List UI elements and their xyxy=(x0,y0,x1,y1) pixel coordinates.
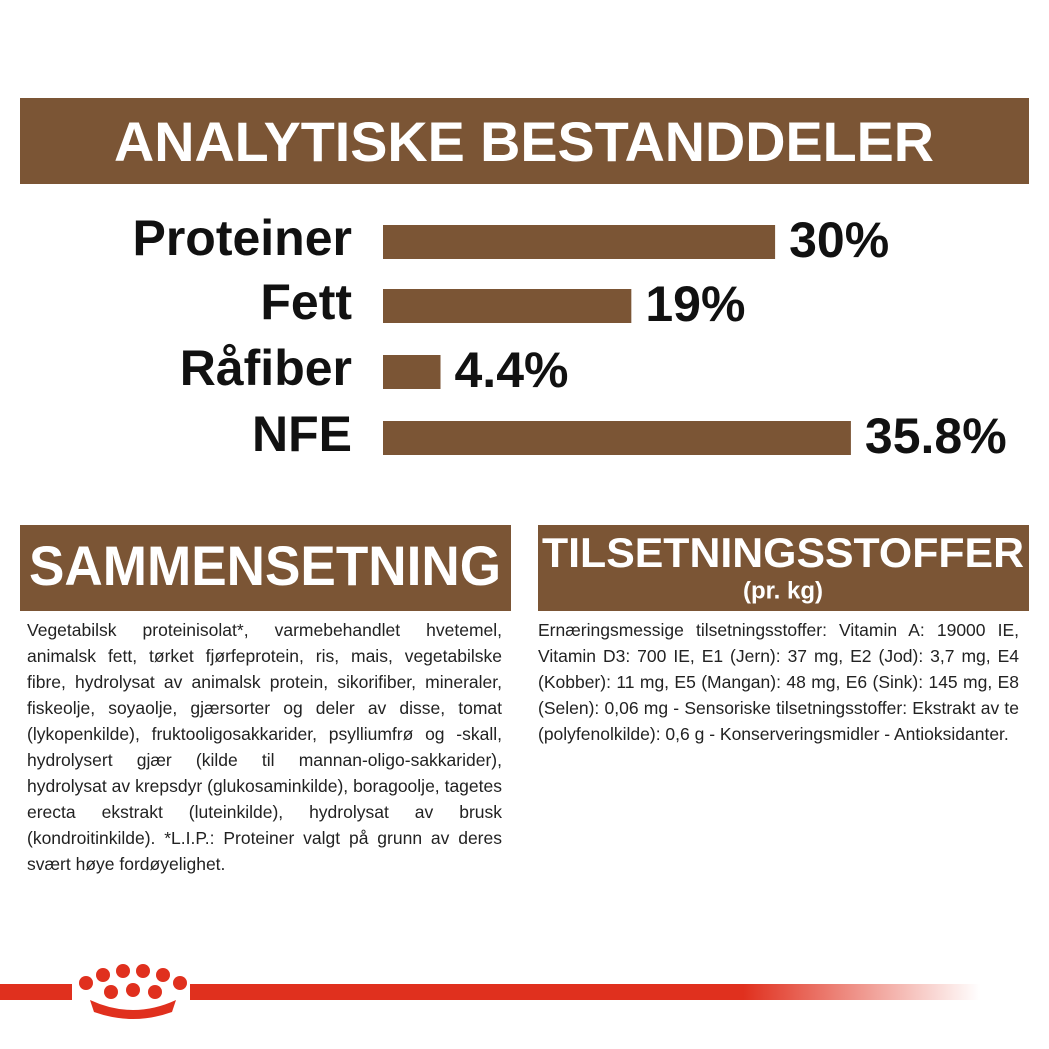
additives-band xyxy=(538,525,1029,611)
value-label: 19% xyxy=(645,276,745,332)
footer-line xyxy=(0,984,72,1000)
footer-line xyxy=(190,984,980,1000)
additives-subtitle: (pr. kg) xyxy=(743,577,823,604)
bar xyxy=(383,421,851,455)
category-label: Råfiber xyxy=(180,340,352,396)
footer xyxy=(0,964,980,1019)
value-label: 4.4% xyxy=(455,342,569,398)
additives-title: TILSETNINGSSTOFFER xyxy=(542,529,1024,576)
category-label: Fett xyxy=(260,274,352,330)
composition-text: Vegetabilsk proteinisolat*, varmebehandl… xyxy=(27,620,502,874)
header-band xyxy=(20,98,1029,184)
bar-chart: Proteiner 30% Fett 19% Råfiber 4.4% NFE 35.8% xyxy=(132,210,1006,464)
composition-band xyxy=(20,525,511,611)
header-title: ANALYTISKE BESTANDDELER xyxy=(114,110,934,173)
bar xyxy=(383,355,441,389)
bar xyxy=(383,289,632,323)
category-label: Proteiner xyxy=(132,210,352,266)
additives-text: Ernæringsmessige tilsetningsstoffer: Vit… xyxy=(538,620,1019,744)
logo xyxy=(79,964,187,1019)
bar xyxy=(383,225,776,259)
value-label: 30% xyxy=(789,212,889,268)
category-label: NFE xyxy=(252,406,352,462)
value-label: 35.8% xyxy=(865,408,1007,464)
composition-title: SAMMENSETNING xyxy=(29,534,501,597)
